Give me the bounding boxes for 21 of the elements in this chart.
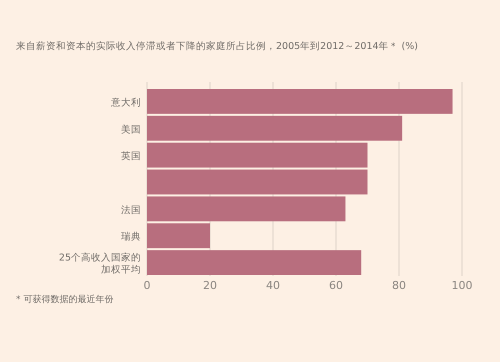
chart-title: 来自薪资和资本的实际收入停滞或者下降的家庭所占比例，2005年到2012～2014年＊ (%)	[16, 40, 418, 52]
text: * 可获得数据的最近年份	[16, 294, 114, 305]
bar	[147, 223, 210, 248]
bar	[147, 116, 402, 141]
x-tick-label: 40	[266, 279, 280, 292]
y-tick-label: 美国	[121, 123, 141, 136]
bar	[147, 196, 346, 222]
y-tick-label: 瑞典	[121, 230, 141, 243]
y-tick-label: 法国	[121, 204, 141, 216]
x-tick-label: 60	[329, 279, 343, 292]
bar	[147, 170, 368, 194]
bar	[147, 142, 368, 168]
y-tick-label: 英国	[121, 150, 141, 162]
x-tick-label: 100	[452, 279, 472, 292]
y-tick-label: 意大利	[110, 96, 141, 108]
bar	[147, 250, 362, 275]
bar	[147, 89, 453, 114]
y-tick-label: 25个高收入国家的加权平均	[58, 252, 141, 276]
x-tick-label: 20	[203, 279, 217, 292]
x-tick-label: 80	[392, 279, 406, 292]
x-tick-label: 0	[144, 279, 150, 292]
